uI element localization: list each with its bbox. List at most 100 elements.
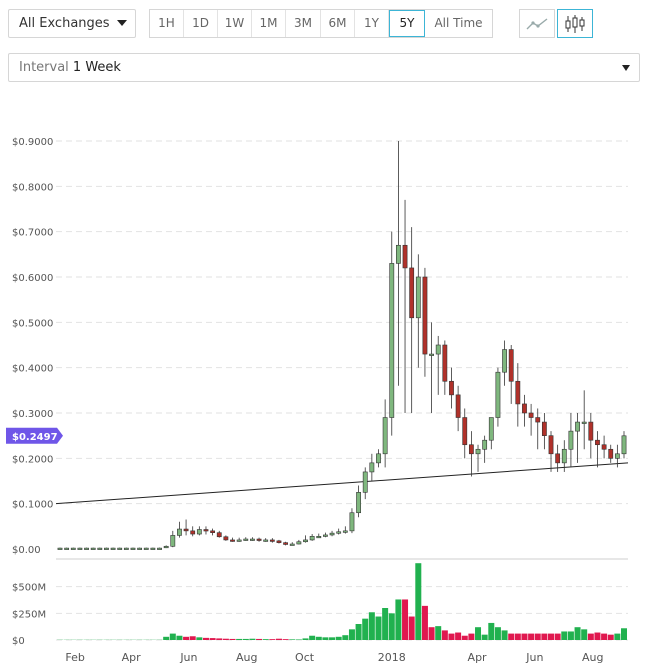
volume-bar	[375, 616, 382, 640]
volume-bar	[388, 613, 395, 640]
candle-body	[402, 244, 408, 269]
candle-body	[475, 448, 481, 455]
candle-body	[236, 539, 242, 542]
x-tick-label: Jun	[525, 651, 543, 664]
volume-bar	[441, 630, 448, 640]
interval-label: Interval	[19, 60, 73, 75]
candle-body	[210, 530, 216, 533]
x-tick-label: Aug	[236, 651, 257, 664]
candle-body	[389, 263, 395, 418]
volume-bar	[421, 605, 428, 640]
range-1h-button[interactable]: 1H	[150, 10, 184, 37]
x-tick-label: Apr	[468, 651, 488, 664]
range-1m-button[interactable]: 1M	[252, 10, 286, 37]
volume-bar	[309, 635, 316, 640]
x-tick-label: Jun	[179, 651, 197, 664]
volume-bar	[541, 633, 548, 640]
candle-body	[482, 439, 488, 450]
candle-body	[117, 547, 123, 550]
candle-body	[442, 344, 448, 382]
candle-body	[283, 542, 288, 545]
candle-body	[588, 421, 594, 441]
candle-body	[170, 535, 176, 547]
candle-body	[263, 539, 269, 542]
range-1d-button[interactable]: 1D	[184, 10, 218, 37]
candle-body	[595, 439, 600, 446]
exchange-select[interactable]: All Exchanges	[8, 9, 136, 38]
candle-body	[190, 530, 196, 535]
volume-bar	[548, 633, 555, 640]
candle-body	[57, 547, 63, 550]
volume-bar	[514, 633, 521, 640]
candle-body	[130, 547, 136, 550]
candle-body	[309, 536, 315, 541]
candle-body	[296, 541, 302, 545]
candle-body	[289, 543, 295, 546]
volume-bar	[163, 636, 170, 640]
volume-bar	[236, 638, 243, 640]
range-1w-button[interactable]: 1W	[218, 10, 252, 37]
range-5y-button[interactable]: 5Y	[389, 10, 425, 37]
x-tick-label: 2018	[378, 651, 406, 664]
candle-body	[415, 276, 421, 319]
volume-bar	[355, 624, 362, 640]
candlestick-chart-button[interactable]	[557, 9, 593, 38]
time-range-group: 1H 1D 1W 1M 3M 6M 1Y 5Y All Time	[149, 9, 493, 38]
y-tick-label: $0.6000	[12, 273, 53, 284]
volume-bar	[581, 629, 588, 640]
volume-bar	[249, 638, 256, 640]
range-6m-button[interactable]: 6M	[321, 10, 355, 37]
volume-bar	[415, 563, 422, 640]
x-tick-label: Apr	[122, 651, 142, 664]
candle-body	[621, 435, 627, 455]
range-3m-button[interactable]: 3M	[286, 10, 321, 37]
candle-body	[614, 453, 620, 459]
volume-bar	[621, 628, 627, 640]
volume-bar	[335, 636, 342, 640]
candle-body	[342, 530, 348, 533]
range-1y-button[interactable]: 1Y	[355, 10, 389, 37]
volume-bar	[209, 638, 216, 640]
volume-bar	[216, 638, 223, 640]
candle-body	[64, 547, 70, 550]
volume-bar	[348, 629, 355, 640]
volume-bar	[362, 618, 369, 640]
volume-bar	[488, 622, 495, 640]
volume-bar	[574, 627, 581, 640]
interval-select[interactable]: Interval 1 Week	[8, 53, 640, 82]
volume-bar	[202, 637, 209, 640]
candle-body	[455, 394, 461, 418]
candle-body	[395, 244, 401, 264]
current-price-label: $0.2497	[12, 432, 58, 443]
candle-body	[90, 547, 96, 550]
range-all-time-button[interactable]: All Time	[434, 16, 483, 30]
volume-bar	[561, 631, 568, 640]
volume-bar	[169, 633, 176, 640]
y-tick-label: $0.2000	[12, 454, 53, 465]
candle-body	[104, 547, 109, 550]
volume-bar	[455, 632, 462, 640]
line-chart-button[interactable]	[519, 9, 555, 38]
volume-bar	[448, 633, 455, 640]
volume-bar	[402, 599, 409, 640]
candle-body	[336, 531, 342, 534]
volume-bar	[269, 639, 276, 640]
candle-body	[608, 448, 614, 459]
volume-bar	[534, 633, 541, 640]
volume-bar	[282, 639, 289, 640]
candle-body	[256, 538, 262, 541]
candle-body	[429, 353, 434, 356]
candle-body	[422, 276, 428, 355]
y-tick-label: $0.8000	[12, 182, 53, 193]
volume-bar	[368, 612, 375, 640]
candle-body	[203, 529, 209, 532]
candle-body	[329, 532, 335, 536]
volume-bar	[501, 630, 508, 640]
candle-body	[581, 421, 587, 424]
volume-bar	[315, 636, 322, 640]
line-chart-icon	[526, 17, 548, 29]
candle-body	[303, 539, 308, 543]
candle-body	[561, 448, 567, 464]
candle-body	[541, 421, 547, 436]
